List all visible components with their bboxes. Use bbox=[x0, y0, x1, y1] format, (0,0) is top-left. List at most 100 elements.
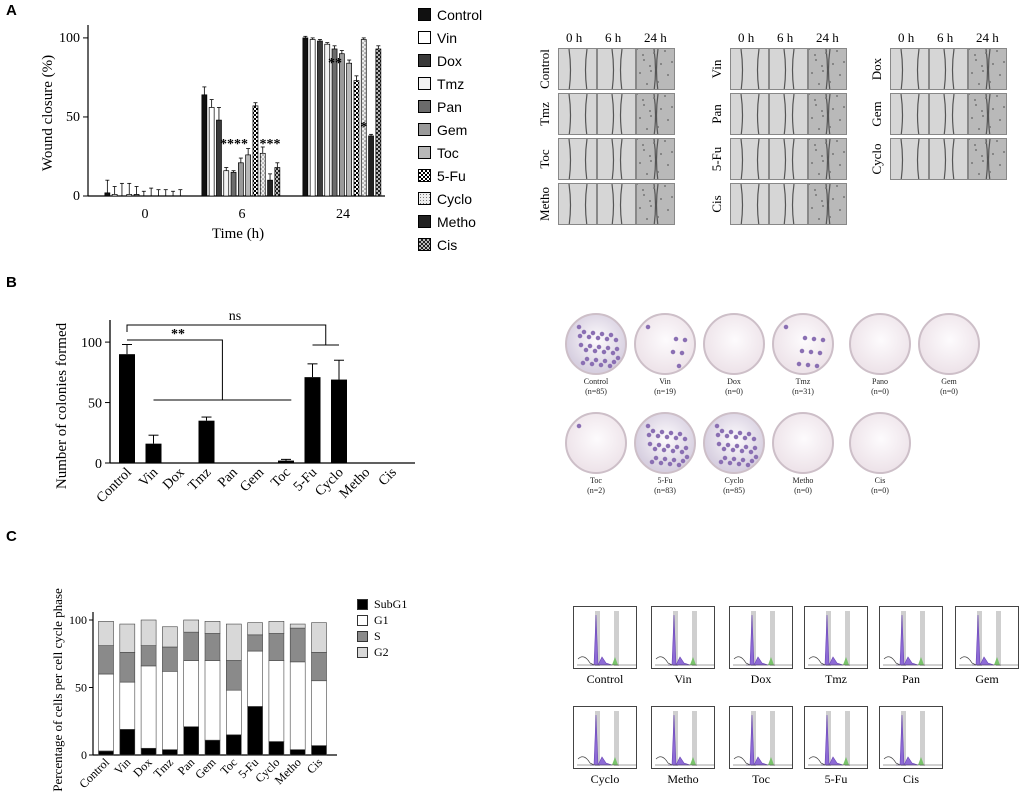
gate-g2 bbox=[845, 711, 850, 766]
wound-edge bbox=[619, 94, 623, 134]
subg1-curve bbox=[655, 756, 673, 766]
wound-image bbox=[968, 138, 1007, 180]
wound-scratch-lines bbox=[731, 139, 768, 179]
x-tick-label: Vin bbox=[111, 755, 133, 777]
legend-item-cyclo: Cyclo bbox=[418, 187, 498, 210]
legend-label: Toc bbox=[437, 144, 459, 161]
dish-label: 5-Fu (n=83) bbox=[625, 476, 705, 496]
wound-edge bbox=[584, 184, 588, 224]
dish-label: Gem (n=0) bbox=[909, 377, 989, 397]
segment-subg1-5-fu bbox=[247, 706, 263, 756]
wound-image bbox=[968, 48, 1007, 90]
wound-edge bbox=[783, 139, 787, 179]
wound-edge bbox=[568, 184, 572, 224]
g1-peak bbox=[746, 614, 769, 666]
legend-label: Control bbox=[437, 6, 483, 23]
gate-g1 bbox=[751, 711, 756, 766]
cell-speck bbox=[969, 49, 970, 50]
wound-edge bbox=[740, 94, 744, 134]
legend-item-pan: Pan bbox=[418, 95, 498, 118]
g2-peak bbox=[612, 657, 618, 665]
wound-scratch-lines bbox=[809, 139, 847, 179]
ns-bracket bbox=[126, 324, 327, 345]
bar-tmz bbox=[198, 420, 215, 463]
cell-speck bbox=[646, 218, 648, 220]
cell-speck bbox=[809, 49, 810, 50]
cell-speck bbox=[825, 142, 827, 144]
cell-speck bbox=[829, 81, 831, 83]
significance-mark: *** bbox=[260, 137, 281, 152]
y-tick-label: 50 bbox=[66, 110, 80, 125]
flow-histogram bbox=[729, 706, 793, 769]
histogram-label: Metho bbox=[667, 772, 699, 786]
wound-edge bbox=[611, 94, 615, 134]
cell-speck bbox=[649, 155, 651, 157]
cell-speck bbox=[664, 140, 666, 142]
wound-edge bbox=[791, 184, 795, 224]
cell-speck bbox=[1003, 151, 1005, 153]
wound-background bbox=[559, 139, 596, 179]
wound-edge bbox=[987, 139, 991, 179]
colony-dish-control bbox=[565, 313, 627, 375]
significance-mark: ** bbox=[171, 327, 185, 342]
legend-swatch bbox=[418, 31, 431, 44]
legend-item-5-fu: 5-Fu bbox=[418, 164, 498, 187]
wound-scratch-lines bbox=[559, 94, 596, 134]
cell-speck bbox=[642, 99, 644, 101]
legend-swatch bbox=[418, 100, 431, 113]
segment-g2-gem bbox=[204, 621, 221, 634]
g2-peak bbox=[690, 757, 696, 765]
cell-speck bbox=[639, 117, 641, 119]
cell-speck bbox=[646, 173, 648, 175]
histogram-label: Tmz bbox=[825, 672, 847, 686]
legend-swatch bbox=[418, 215, 431, 228]
dish-count: (n=0) bbox=[794, 486, 812, 495]
wound-scratch-lines bbox=[969, 139, 1006, 179]
legend-item-toc: Toc bbox=[418, 141, 498, 164]
cell-speck bbox=[815, 104, 817, 106]
wound-edge bbox=[611, 139, 615, 179]
legend-item-gem: Gem bbox=[418, 118, 498, 141]
wound-image bbox=[730, 183, 769, 225]
segment-s-cis bbox=[311, 652, 327, 682]
cell-speck bbox=[818, 83, 820, 85]
dish-count: (n=0) bbox=[940, 387, 958, 396]
histogram-plot bbox=[577, 711, 636, 766]
x-tick-label: Tmz bbox=[151, 755, 176, 780]
flow-histogram bbox=[729, 606, 793, 669]
dish-label: Toc (n=2) bbox=[556, 476, 636, 496]
wound-edge bbox=[584, 94, 588, 134]
cell-speck bbox=[829, 126, 831, 128]
cell-speck bbox=[809, 94, 810, 95]
time-label: 0 h bbox=[898, 30, 915, 45]
histogram-plot bbox=[808, 611, 867, 666]
wound-image bbox=[636, 183, 675, 225]
cell-speck bbox=[642, 189, 644, 191]
wound-background bbox=[731, 139, 768, 179]
cell-speck bbox=[646, 128, 648, 130]
legend-swatch bbox=[357, 614, 368, 626]
flow-histogram bbox=[651, 606, 715, 669]
segment-s-pan bbox=[183, 631, 199, 661]
cell-speck bbox=[832, 63, 834, 65]
cell-speck bbox=[985, 142, 987, 144]
ns-label: ns bbox=[229, 309, 241, 324]
flow-histogram bbox=[804, 706, 868, 769]
wound-image bbox=[597, 48, 636, 90]
segment-g2-control bbox=[98, 621, 114, 646]
wound-edge bbox=[611, 49, 615, 89]
dish-count: (n=0) bbox=[871, 486, 889, 495]
wound-scratch-lines bbox=[598, 49, 635, 89]
wound-background bbox=[598, 49, 635, 89]
y-axis-label: Percentage of cells per cell cycle phase bbox=[50, 588, 65, 792]
cell-speck bbox=[974, 144, 976, 146]
subg1-curve bbox=[959, 656, 977, 666]
gate-g1 bbox=[901, 711, 906, 766]
dish-name: Dox bbox=[727, 377, 741, 386]
cell-speck bbox=[660, 198, 662, 200]
time-label: 24 h bbox=[644, 30, 667, 45]
cell-speck bbox=[999, 74, 1001, 76]
wound-edge bbox=[655, 49, 659, 89]
cell-speck bbox=[846, 175, 847, 177]
gate-g2 bbox=[845, 611, 850, 666]
